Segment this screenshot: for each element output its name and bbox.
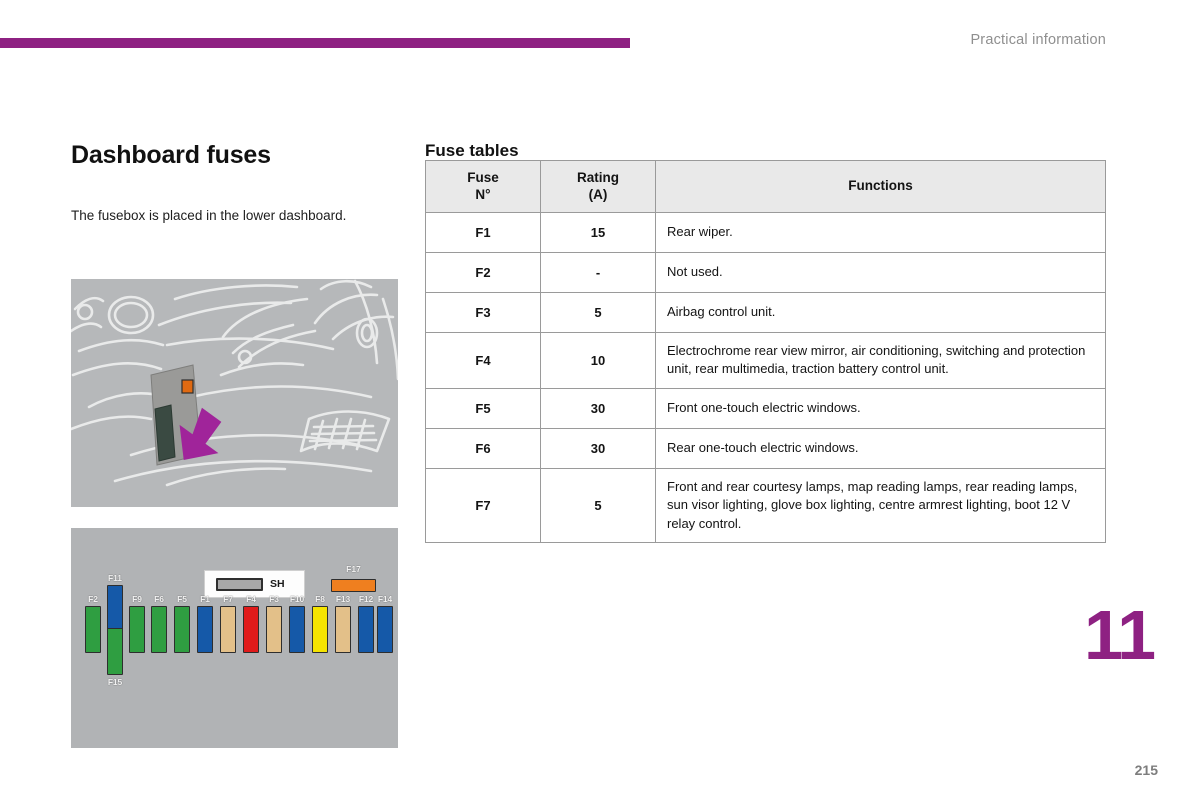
fuse-slot-f14	[377, 606, 393, 653]
fuse-slot-f4	[243, 606, 259, 653]
fuse-table: Fuse N° Rating (A) Functions F1 15 Rear wi…	[425, 160, 1106, 544]
fuse-slot-f8	[312, 606, 328, 653]
column-header-fuse-line2: N°	[475, 186, 491, 202]
fuse-tables-title: Fuse tables	[425, 141, 519, 161]
table-row: F2- Not used.	[425, 252, 1106, 293]
cell-fuse-number: F5	[425, 387, 541, 429]
fuse-slot-f13	[335, 606, 351, 653]
cell-rating: 30	[540, 387, 656, 429]
header-section-title: Practical information	[970, 32, 1106, 48]
fuse-slot-label-f12: F12	[358, 594, 374, 604]
fuse-slot-label-f9: F9	[132, 594, 142, 604]
table-row: F1 15 Rear wiper.	[425, 212, 1106, 253]
cell-functions: Electrochrome rear view mirror, air cond…	[655, 332, 1106, 389]
shunt-label: SH	[270, 578, 285, 590]
fuse-slot-f15	[107, 628, 123, 675]
column-header-rating: Rating (A)	[540, 160, 656, 213]
shunt-bar-icon	[216, 577, 263, 591]
intro-paragraph: The fusebox is placed in the lower dashb…	[71, 207, 347, 223]
fuse-slot-label-f1: F1	[200, 594, 210, 604]
cell-fuse-number: F1	[425, 212, 541, 253]
page-title: Dashboard fuses	[71, 140, 271, 169]
table-header-row: Fuse N° Rating (A) Functions	[425, 160, 1106, 213]
fuse-slot-f1	[197, 606, 213, 653]
cell-rating: 30	[540, 427, 656, 469]
fuse-slot-label-f4: F4	[246, 594, 256, 604]
cell-fuse-number: F6	[425, 427, 541, 469]
column-header-rating-line1: Rating	[577, 169, 619, 185]
table-row: F4 10 Electrochrome rear view mirror, air …	[425, 332, 1106, 389]
fuse-slot-f7	[220, 606, 236, 653]
fuse-slot-f9	[129, 606, 145, 653]
fuse-slot-f3	[266, 606, 282, 653]
header-accent-rule	[0, 38, 630, 48]
chapter-number: 11	[1084, 596, 1156, 674]
table-row: F6 30 Rear one-touch electric windows.	[425, 427, 1106, 469]
fuse-slot-f12	[358, 606, 374, 653]
cell-functions: Rear wiper.	[655, 212, 1106, 253]
fuse-slot-label-f2: F2	[88, 594, 98, 604]
table-row: F5 30 Front one-touch electric windows.	[425, 387, 1106, 429]
fuse-slot-f17	[331, 579, 376, 592]
fuse-slot-label-f8: F8	[315, 594, 325, 604]
fuse-slot-f6	[151, 606, 167, 653]
dashboard-fusebox-illustration	[71, 279, 398, 507]
table-row: F7 5 Front and rear courtesy lamps, map re…	[425, 467, 1106, 544]
fuse-slot-label-f13: F13	[335, 594, 351, 604]
fuse-slot-label-f5: F5	[177, 594, 187, 604]
fuse-slot-label-f17: F17	[346, 564, 361, 574]
cell-rating: 15	[540, 212, 656, 253]
fuse-slot-f5	[174, 606, 190, 653]
cell-fuse-number: F4	[425, 332, 541, 389]
fuse-slot-label-f3: F3	[269, 594, 279, 604]
fuse-slot-f10	[289, 606, 305, 653]
column-header-functions: Functions	[655, 160, 1106, 213]
cell-functions: Rear one-touch electric windows.	[655, 427, 1106, 469]
fuse-slot-label-f6: F6	[154, 594, 164, 604]
fuse-table-header: Fuse N° Rating (A) Functions	[425, 160, 1106, 213]
cell-rating: 10	[540, 332, 656, 389]
fuse-slot-label-f14: F14	[377, 594, 393, 604]
cell-functions: Airbag control unit.	[655, 292, 1106, 333]
cell-rating: 5	[540, 292, 656, 333]
fuse-slot-label-f15: F15	[107, 677, 123, 687]
column-header-fuse-line1: Fuse	[467, 169, 499, 185]
fuse-slot-label-f7: F7	[223, 594, 233, 604]
cell-rating: -	[540, 252, 656, 293]
cell-functions: Front and rear courtesy lamps, map readi…	[655, 467, 1106, 544]
fuse-slot-f11	[107, 585, 123, 632]
column-header-fuse-number: Fuse N°	[425, 160, 541, 213]
fuse-slot-label-f10: F10	[289, 594, 305, 604]
column-header-rating-line2: (A)	[588, 186, 608, 202]
fuse-table-body: F1 15 Rear wiper. F2- Not used. F3 5 Airbag con…	[425, 212, 1106, 544]
cell-functions: Front one-touch electric windows.	[655, 387, 1106, 429]
cell-fuse-number: F3	[425, 292, 541, 333]
cell-functions: Not used.	[655, 252, 1106, 293]
table-row: F3 5 Airbag control unit.	[425, 292, 1106, 333]
cell-fuse-number: F7	[425, 467, 541, 544]
fusebox-layout-diagram: SH F17 F2 F11 F15 F9 F6 F5 F1 F7 F4 F3 F10 F8 F13 F12…	[71, 528, 398, 748]
cell-fuse-number: F2	[425, 252, 541, 293]
cell-rating: 5	[540, 467, 656, 544]
page-number: 215	[1134, 762, 1158, 778]
fuse-slot-label-f11: F11	[108, 573, 122, 583]
shunt-module: SH	[204, 570, 305, 598]
fuse-slot-f2	[85, 606, 101, 653]
